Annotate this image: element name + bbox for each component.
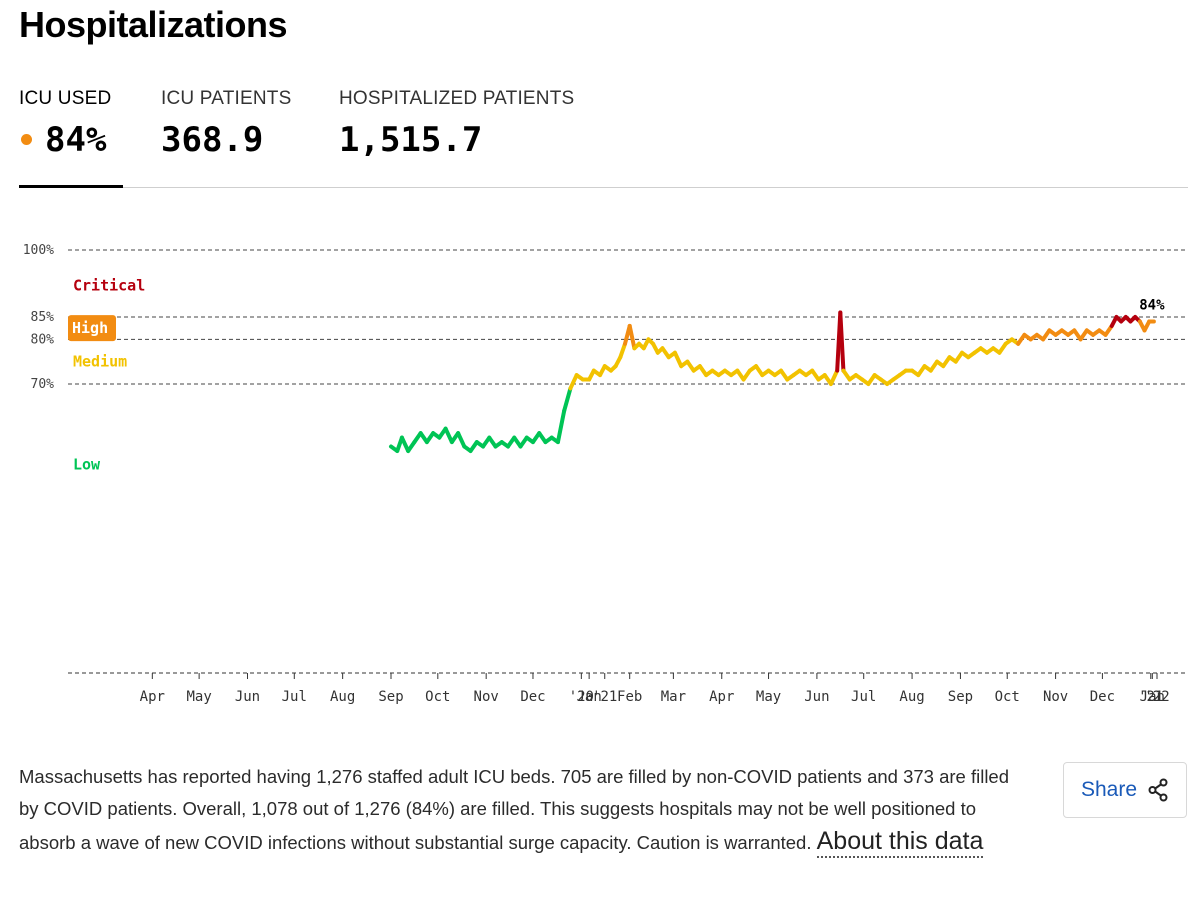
x-tick-label: Aug [330,689,355,705]
tab-icu-used[interactable]: ICU USED 84% [19,88,123,188]
series-line-segment [627,323,637,351]
tab-hospitalized-patients-value: 1,515.7 [339,120,483,160]
x-tick-label: Nov [1043,689,1068,705]
tab-icu-patients[interactable]: ICU PATIENTS 368.9 [161,88,301,187]
y-tick-label: 70% [31,377,55,392]
about-data-link[interactable]: About this data [816,827,984,858]
x-tick-label: Oct [425,689,450,705]
x-tick-label: '21 [592,689,617,705]
series-line-segment [562,386,573,413]
x-tick-label: May [186,689,211,705]
x-tick-label: Jul [282,689,307,705]
x-tick-label: Dec [1090,689,1115,705]
tab-icu-patients-label: ICU PATIENTS [161,88,292,109]
description: Massachusetts has reported having 1,276 … [19,761,1009,859]
zone-label-low: Low [73,455,101,473]
x-tick-label: Oct [995,689,1020,705]
x-tick-label: Aug [899,689,924,705]
series-line-segment [443,426,454,445]
series-line-segment [568,373,579,391]
x-tick-label: Feb [617,689,642,705]
share-button-label: Share [1080,778,1138,801]
share-icon [1148,778,1168,802]
x-tick-label: Jul [851,689,876,705]
zone-label-medium: Medium [73,353,127,371]
x-tick-label: '22 [1144,689,1169,705]
x-tick-label: '21 [1138,689,1163,705]
y-tick-label: 85% [31,310,55,325]
x-tick-label: Sep [378,689,403,705]
zone-label-badge [68,315,116,342]
page-title: Hospitalizations [19,4,288,45]
share-button[interactable]: Share [1063,762,1187,818]
x-tick-label: Jun [235,689,260,705]
x-tick-label: Jan [576,689,601,705]
x-tick-label: Apr [140,689,165,705]
series-line-segment [838,310,846,373]
x-tick-label: Apr [709,689,734,705]
icu-usage-chart: 100% 85% 80% 70% Critical High Medium Low Apr May… [23,243,1185,705]
series-line-segment [399,435,411,453]
zone-label-critical: Critical [73,277,145,295]
latest-value-label: 84% [1139,297,1165,313]
status-dot [21,134,32,145]
y-tick-label: 100% [23,243,54,258]
x-tick-label: May [756,689,781,705]
metric-tabs: ICU USED 84% ICU PATIENTS 368.9 HOSPITAL… [19,88,1188,188]
x-tick-label: Jan [1140,689,1165,705]
series-line-segment [456,431,467,449]
x-tick-label: Nov [474,689,499,705]
zone-label-high: High [72,319,108,337]
tab-icu-used-number: 84% [45,120,107,160]
series-line-segment [672,350,684,369]
tab-hospitalized-patients-label: HOSPITALIZED PATIENTS [339,88,575,109]
series-line-segment [618,341,628,360]
series-line-segment [555,408,567,445]
x-tick-label: Dec [520,689,545,705]
description-text: Massachusetts has reported having 1,276 … [19,766,1010,853]
series-line-segment [828,368,840,386]
tab-icu-used-label: ICU USED [19,88,112,109]
x-tick-label: Sep [948,689,973,705]
tab-hospitalized-patients[interactable]: HOSPITALIZED PATIENTS 1,515.7 [339,88,591,187]
x-tick-label: Mar [661,689,686,705]
x-tick-label: Jun [804,689,829,705]
x-tick-label: '20 [569,689,594,705]
tab-icu-patients-value: 368.9 [161,120,264,160]
y-tick-label: 80% [31,332,55,347]
tab-icu-used-value: 84% [19,120,123,160]
